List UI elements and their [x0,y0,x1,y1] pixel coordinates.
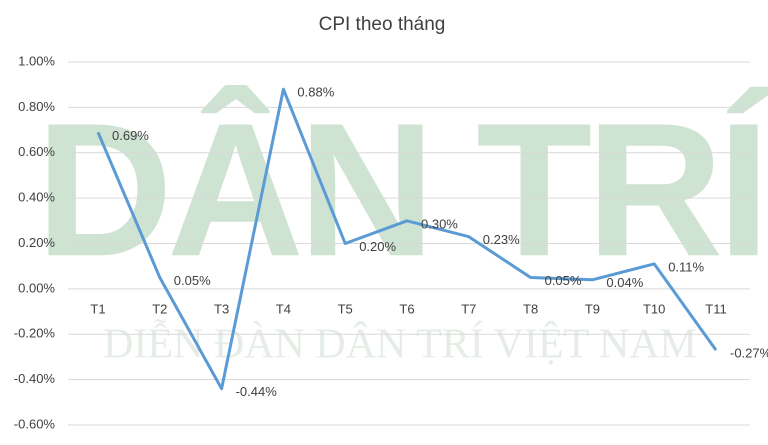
y-tick-label: -0.20% [14,326,56,341]
data-label: 0.20% [359,239,396,254]
y-tick-label: 0.80% [18,99,55,114]
x-tick-label: T5 [338,301,353,316]
watermark-text: DIỄN ĐÀN DÂN TRÍ VIỆT NAM [103,320,697,368]
data-label: 0.11% [668,259,704,274]
data-label: 0.05% [174,273,211,288]
x-tick-label: T3 [214,301,229,316]
y-tick-label: 0.40% [18,190,55,205]
x-tick-label: T7 [461,301,476,316]
x-tick-label: T8 [523,301,538,316]
x-tick-label: T4 [276,301,291,316]
data-line [96,87,718,391]
x-tick-label: T10 [643,301,665,316]
data-label: 0.69% [112,128,149,143]
data-label: 0.88% [297,85,334,100]
data-label: -0.27% [730,346,768,361]
watermark: DÂN TRÍ DIỄN ĐÀN DÂN TRÍ VIỆT NAM [36,84,768,367]
x-tick-label: T2 [152,301,167,316]
y-tick-label: -0.60% [14,416,56,431]
chart-title: CPI theo tháng [319,14,446,35]
x-tick-label: T11 [705,301,726,316]
y-tick-label: 1.00% [18,53,55,68]
data-label: 0.04% [606,275,643,290]
y-tick-label: 0.00% [18,280,55,295]
data-label: 0.30% [421,216,458,231]
y-tick-label: 0.60% [18,144,55,159]
x-tick-label: T6 [399,301,414,316]
watermark-logo: DÂN TRÍ [36,84,768,296]
y-tick-label: 0.20% [18,235,55,250]
x-tick-label: T9 [585,301,600,316]
data-label: -0.44% [236,384,278,399]
data-label: 0.23% [483,232,520,247]
y-tick-label: -0.40% [14,371,56,386]
data-label: 0.05% [545,273,582,288]
x-tick-label: T1 [90,301,105,316]
